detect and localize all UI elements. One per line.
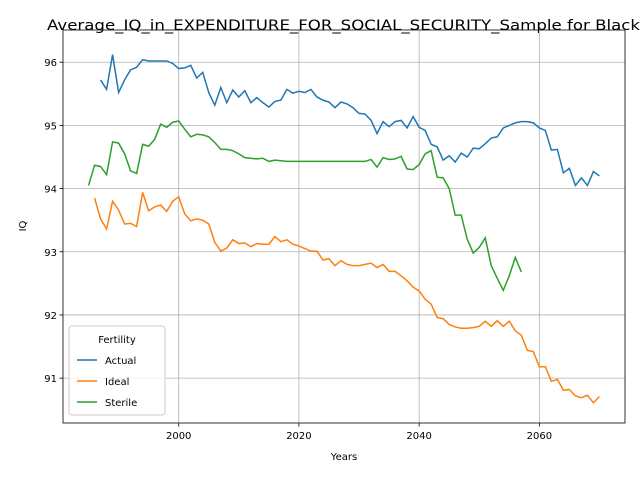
legend-label: Actual <box>105 356 136 367</box>
x-tick-label: 2000 <box>166 431 191 442</box>
x-tick-label: 2020 <box>286 431 311 442</box>
x-tick-label: 2040 <box>406 431 431 442</box>
legend-title: Fertility <box>98 335 136 346</box>
y-tick-label: 92 <box>44 311 57 322</box>
legend-label: Sterile <box>105 398 137 409</box>
legend-label: Ideal <box>105 377 129 388</box>
legend: Fertility Actual Ideal Sterile <box>68 325 166 416</box>
line-series <box>93 192 600 404</box>
y-tick-label: 94 <box>44 185 57 196</box>
x-axis-label: Years <box>330 452 357 463</box>
axes-frame <box>62 29 626 424</box>
y-tick-label: 96 <box>44 58 57 69</box>
y-tick-label: 93 <box>44 248 57 259</box>
y-tick-label: 91 <box>44 374 57 385</box>
legend-box <box>68 325 166 416</box>
y-tick-label: 95 <box>44 121 57 132</box>
y-axis-label: IQ <box>18 220 29 231</box>
x-tick-label: 2060 <box>527 431 552 442</box>
line-series <box>99 54 600 187</box>
line-series <box>87 120 523 293</box>
chart-title: Average_IQ_in_EXPENDITURE_FOR_SOCIAL_SEC… <box>47 18 640 34</box>
